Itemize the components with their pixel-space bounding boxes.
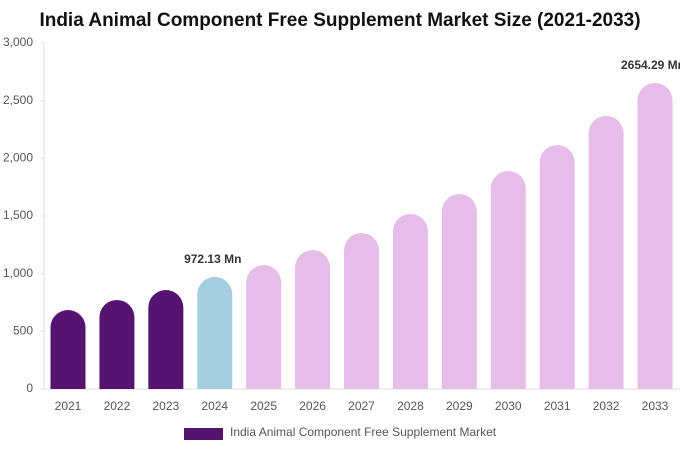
x-tick-label: 2023	[152, 399, 179, 413]
bar	[588, 115, 624, 389]
x-tick-label: 2026	[299, 399, 326, 413]
bar	[148, 290, 184, 389]
y-tick-label: 1,000	[3, 266, 33, 280]
bar	[392, 213, 428, 389]
legend-label: India Animal Component Free Supplement M…	[230, 425, 497, 439]
bar	[441, 193, 477, 389]
x-tick-label: 2032	[593, 399, 620, 413]
x-tick-label: 2025	[250, 399, 277, 413]
chart-title: India Animal Component Free Supplement M…	[39, 10, 640, 31]
bar	[246, 265, 282, 389]
bar	[50, 309, 86, 389]
bar	[344, 232, 379, 389]
bar	[197, 276, 233, 389]
y-tick-label: 2,500	[3, 93, 33, 107]
bar	[637, 82, 673, 389]
x-tick-label: 2028	[397, 399, 424, 413]
legend-swatch	[184, 428, 223, 440]
bar	[295, 250, 331, 389]
data-label: 972.13 Mn	[184, 252, 241, 266]
x-tick-label: 2030	[495, 399, 522, 413]
y-tick-label: 2,000	[3, 151, 33, 165]
bar	[539, 144, 575, 389]
data-label: 2654.29 Mn	[621, 58, 680, 72]
x-tick-label: 2024	[201, 399, 228, 413]
y-tick-label: 0	[26, 381, 33, 395]
x-tick-label: 2031	[544, 399, 571, 413]
x-tick-label: 2029	[446, 399, 473, 413]
x-tick-label: 2027	[348, 399, 375, 413]
y-tick-label: 1,500	[3, 208, 33, 222]
y-tick-label: 500	[13, 324, 33, 338]
x-tick-label: 2022	[104, 399, 131, 413]
y-tick-label: 3,000	[3, 35, 33, 49]
bar	[490, 171, 526, 389]
x-tick-label: 2021	[55, 399, 82, 413]
x-tick-label: 2033	[642, 399, 669, 413]
bar	[99, 299, 135, 389]
